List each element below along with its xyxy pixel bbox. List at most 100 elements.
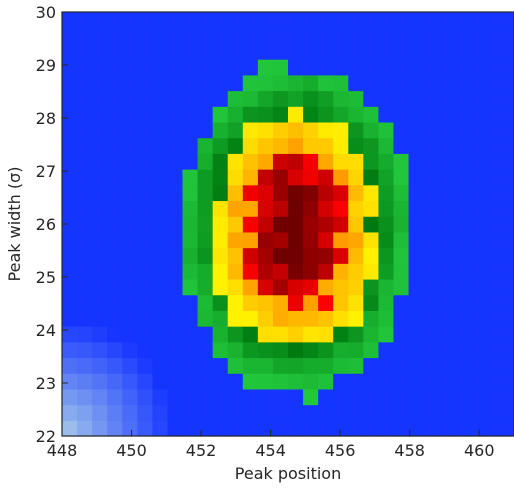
heatmap-cell [468,184,485,202]
x-axis-label: Peak position [235,464,341,483]
heatmap-cell [62,137,78,154]
heatmap-cell [227,90,244,107]
heatmap-cell [363,90,379,107]
heatmap-cell [197,341,214,359]
heatmap-cell [92,121,108,139]
heatmap-cell [107,373,123,390]
heatmap-cell [152,404,169,421]
heatmap-cell [92,420,108,437]
heatmap-cell [227,404,244,421]
heatmap-cell [227,388,244,406]
heatmap-cell [122,153,138,170]
heatmap-cell [363,200,379,217]
heatmap-cell [182,263,199,280]
heatmap-cell [333,278,349,296]
heatmap-cell [167,59,184,76]
heatmap-cell [257,121,274,139]
heatmap-cell [257,326,274,343]
heatmap-cell [242,357,259,374]
heatmap-cell [393,278,410,296]
heatmap-cell [408,263,425,280]
heatmap-cell [378,169,395,186]
heatmap-cell [468,153,485,170]
heatmap-cell [257,373,274,390]
heatmap-cell [182,388,199,406]
y-tick-label: 29 [36,56,56,75]
heatmap-cell [122,420,138,437]
heatmap-cell [303,121,319,139]
heatmap-cell [242,247,259,264]
heatmap-cell [212,263,229,280]
heatmap-cell [393,373,410,390]
heatmap-cell [363,404,379,421]
heatmap-cell [137,326,153,343]
heatmap-cell [288,247,304,264]
heatmap-cell [272,278,289,296]
heatmap-cell [152,373,169,390]
heatmap-cell [483,137,500,154]
heatmap-cell [498,200,514,217]
heatmap-cell [363,388,379,406]
heatmap-cell [77,263,93,280]
heatmap-cell [348,200,364,217]
heatmap-cell [272,216,289,233]
heatmap-cell [197,231,214,249]
heatmap-cell [318,184,334,202]
heatmap-cell [363,137,379,154]
heatmap-cell [498,12,514,29]
heatmap-cell [107,294,123,311]
heatmap-cell [393,169,410,186]
heatmap-cell [333,420,349,437]
heatmap-cell [333,169,349,186]
heatmap-cell [333,27,349,44]
heatmap-cell [77,294,93,311]
heatmap-cell [122,326,138,343]
heatmap-cell [227,357,244,374]
heatmap-cell [288,12,304,29]
heatmap-cell [227,247,244,264]
heatmap-cell [483,326,500,343]
heatmap-cell [468,247,485,264]
heatmap-cell [318,231,334,249]
heatmap-cell [92,357,108,374]
heatmap-cell [152,43,169,60]
heatmap-cell [468,200,485,217]
heatmap-cell [363,12,379,29]
heatmap-cell [122,59,138,76]
heatmap-cell [468,294,485,311]
heatmap-cell [288,43,304,60]
heatmap-cell [212,121,229,139]
heatmap-cell [393,341,410,359]
heatmap-cell [212,200,229,217]
heatmap-cell [303,184,319,202]
heatmap-cell [197,121,214,139]
x-tick-label: 456 [325,441,356,460]
y-tick-label: 26 [36,215,56,234]
heatmap-cell [438,12,455,29]
heatmap-cell [227,326,244,343]
heatmap-cell [303,278,319,296]
heatmap-cell [288,106,304,123]
heatmap-cell [498,357,514,374]
heatmap-cell [212,27,229,44]
heatmap-cell [363,153,379,170]
heatmap-cell [242,153,259,170]
heatmap-cell [197,326,214,343]
heatmap-cell [378,59,395,76]
heatmap-cell [182,326,199,343]
heatmap-cell [77,231,93,249]
heatmap-cell [288,231,304,249]
y-tick-label: 30 [36,3,56,22]
heatmap-cell [453,153,470,170]
heatmap-cell [242,12,259,29]
heatmap-cell [77,59,93,76]
heatmap-cell [408,121,425,139]
heatmap-cell [197,43,214,60]
heatmap-cell [257,310,274,327]
heatmap-cell [378,278,395,296]
heatmap-cell [167,278,184,296]
heatmap-cell [468,137,485,154]
y-axis: 22 23 24 25 26 27 28 29 30 [36,3,68,446]
heatmap-cell [167,247,184,264]
heatmap-cell [378,247,395,264]
